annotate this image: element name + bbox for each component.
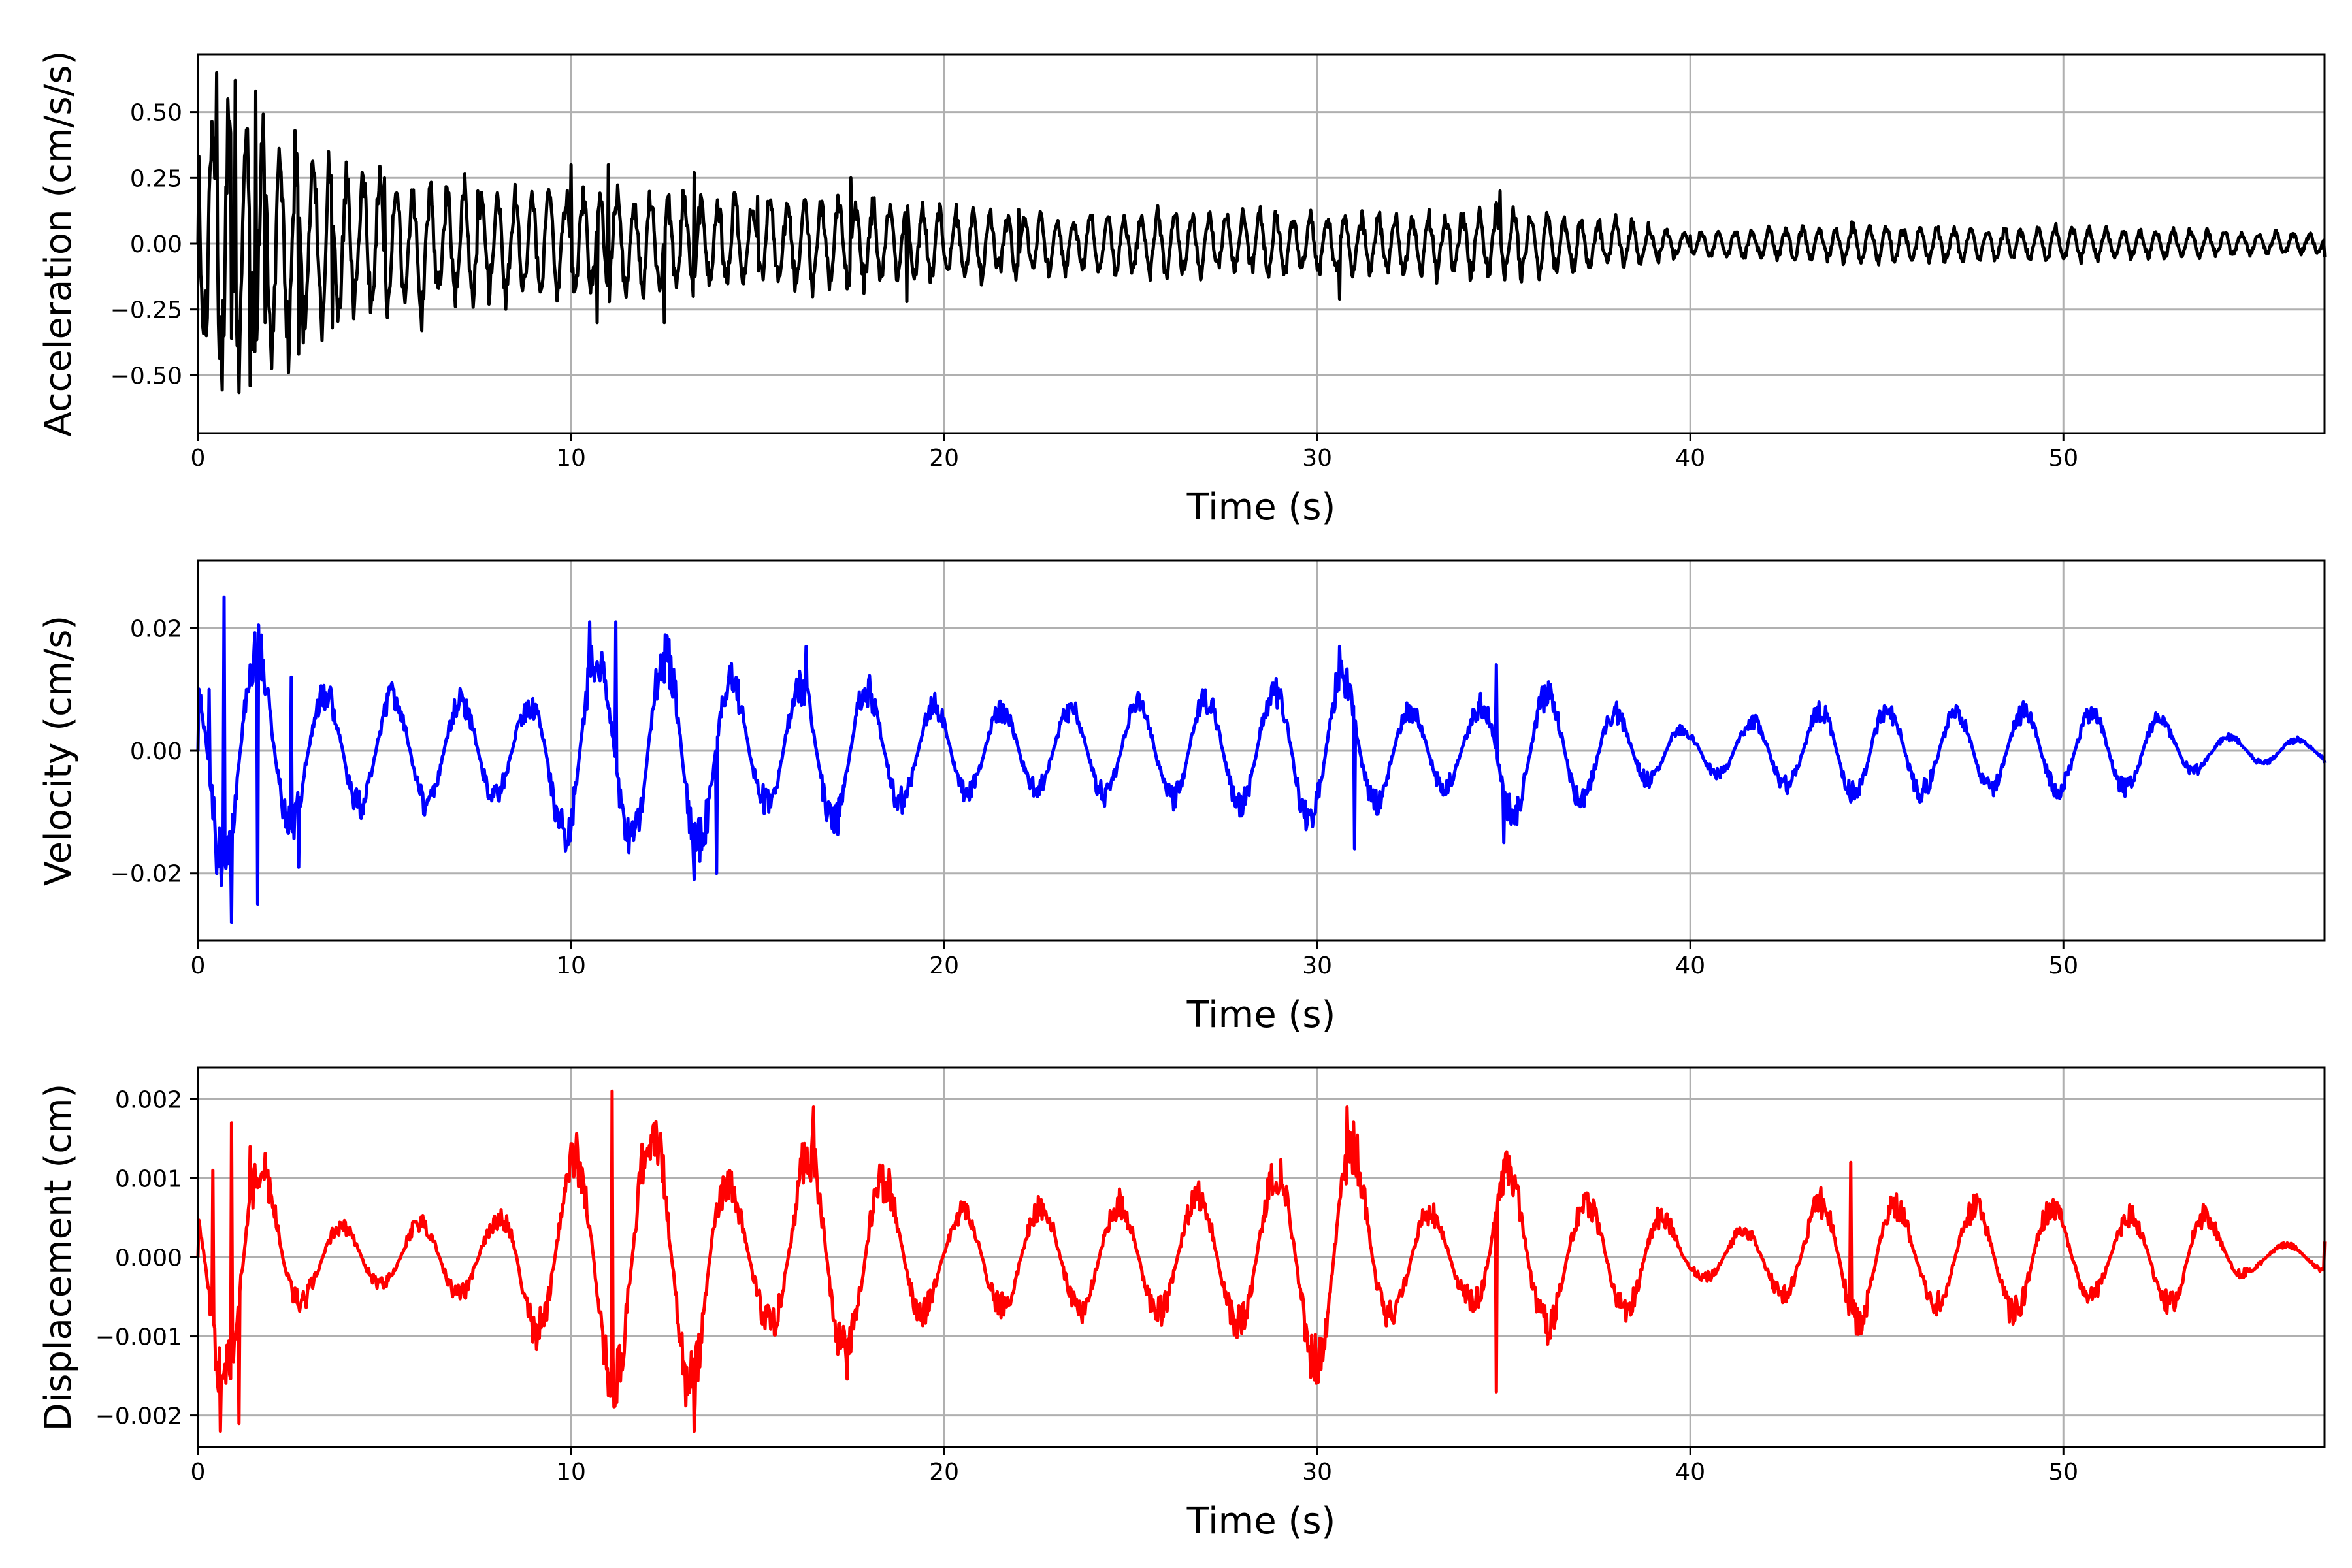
displacement-y-axis-label: Displacement (cm) bbox=[37, 1084, 80, 1431]
displacement-x-axis-label: Time (s) bbox=[1186, 1500, 1336, 1543]
acceleration-x-tick-label: 50 bbox=[2048, 445, 2078, 472]
acceleration-x-tick-label: 20 bbox=[929, 445, 959, 472]
displacement-panel: 0 10 20 30 40 50 −0.002 −0.001 0.000 0.001 0.002 T… bbox=[37, 1066, 2327, 1543]
acceleration-y-tick-label: 0.00 bbox=[130, 231, 182, 258]
velocity-y-tick-label: 0.00 bbox=[130, 738, 182, 765]
acceleration-panel: 0 10 20 30 40 50 −0.50 −0.25 0.00 0.25 0.50 Time (… bbox=[37, 51, 2327, 529]
velocity-x-tick-label: 30 bbox=[1302, 953, 1332, 979]
displacement-x-tick-label: 20 bbox=[929, 1459, 959, 1486]
velocity-x-tick-label: 10 bbox=[556, 953, 586, 979]
velocity-x-tick-label: 0 bbox=[191, 953, 206, 979]
displacement-trace bbox=[196, 1089, 2327, 1433]
velocity-x-tick-label: 20 bbox=[929, 953, 959, 979]
displacement-grid bbox=[197, 1068, 2325, 1447]
displacement-y-tick-label: −0.002 bbox=[95, 1403, 182, 1430]
velocity-y-tick-label: −0.02 bbox=[110, 861, 182, 888]
displacement-x-tick-label: 10 bbox=[556, 1459, 586, 1486]
displacement-y-tick-label: 0.001 bbox=[115, 1166, 182, 1192]
velocity-x-axis-label: Time (s) bbox=[1186, 994, 1336, 1036]
acceleration-y-tick-label: −0.25 bbox=[110, 297, 182, 324]
velocity-y-tick-label: 0.02 bbox=[130, 615, 182, 642]
acceleration-y-axis-label: Acceleration (cm/s/s) bbox=[37, 51, 80, 437]
velocity-ticks: 0 10 20 30 40 50 −0.02 0.00 0.02 bbox=[110, 615, 2078, 979]
acceleration-ticks: 0 10 20 30 40 50 −0.50 −0.25 0.00 0.25 0.50 bbox=[110, 100, 2078, 472]
velocity-panel: 0 10 20 30 40 50 −0.02 0.00 0.02 Time (s) Veloci… bbox=[37, 559, 2327, 1036]
acceleration-y-tick-label: −0.50 bbox=[110, 363, 182, 389]
displacement-x-tick-label: 30 bbox=[1302, 1459, 1332, 1486]
displacement-ticks: 0 10 20 30 40 50 −0.002 −0.001 0.000 0.001 0.002 bbox=[95, 1086, 2078, 1486]
velocity-x-tick-label: 50 bbox=[2048, 953, 2078, 979]
displacement-y-tick-label: 0.000 bbox=[115, 1245, 182, 1272]
acceleration-x-tick-label: 0 bbox=[191, 445, 206, 472]
acceleration-y-tick-label: 0.50 bbox=[130, 100, 182, 127]
displacement-x-tick-label: 0 bbox=[191, 1459, 206, 1486]
acceleration-x-tick-label: 10 bbox=[556, 445, 586, 472]
displacement-x-tick-label: 50 bbox=[2048, 1459, 2078, 1486]
acceleration-x-tick-label: 40 bbox=[1675, 445, 1705, 472]
velocity-trace bbox=[196, 595, 2327, 924]
acceleration-grid bbox=[197, 54, 2325, 433]
acceleration-trace bbox=[196, 71, 2327, 395]
velocity-y-axis-label: Velocity (cm/s) bbox=[37, 615, 80, 887]
acceleration-x-axis-label: Time (s) bbox=[1186, 486, 1336, 529]
displacement-y-tick-label: −0.001 bbox=[95, 1324, 182, 1351]
velocity-x-tick-label: 40 bbox=[1675, 953, 1705, 979]
acceleration-x-tick-label: 30 bbox=[1302, 445, 1332, 472]
displacement-x-tick-label: 40 bbox=[1675, 1459, 1705, 1486]
displacement-y-tick-label: 0.002 bbox=[115, 1086, 182, 1113]
acceleration-y-tick-label: 0.25 bbox=[130, 165, 182, 192]
velocity-grid bbox=[197, 561, 2325, 941]
